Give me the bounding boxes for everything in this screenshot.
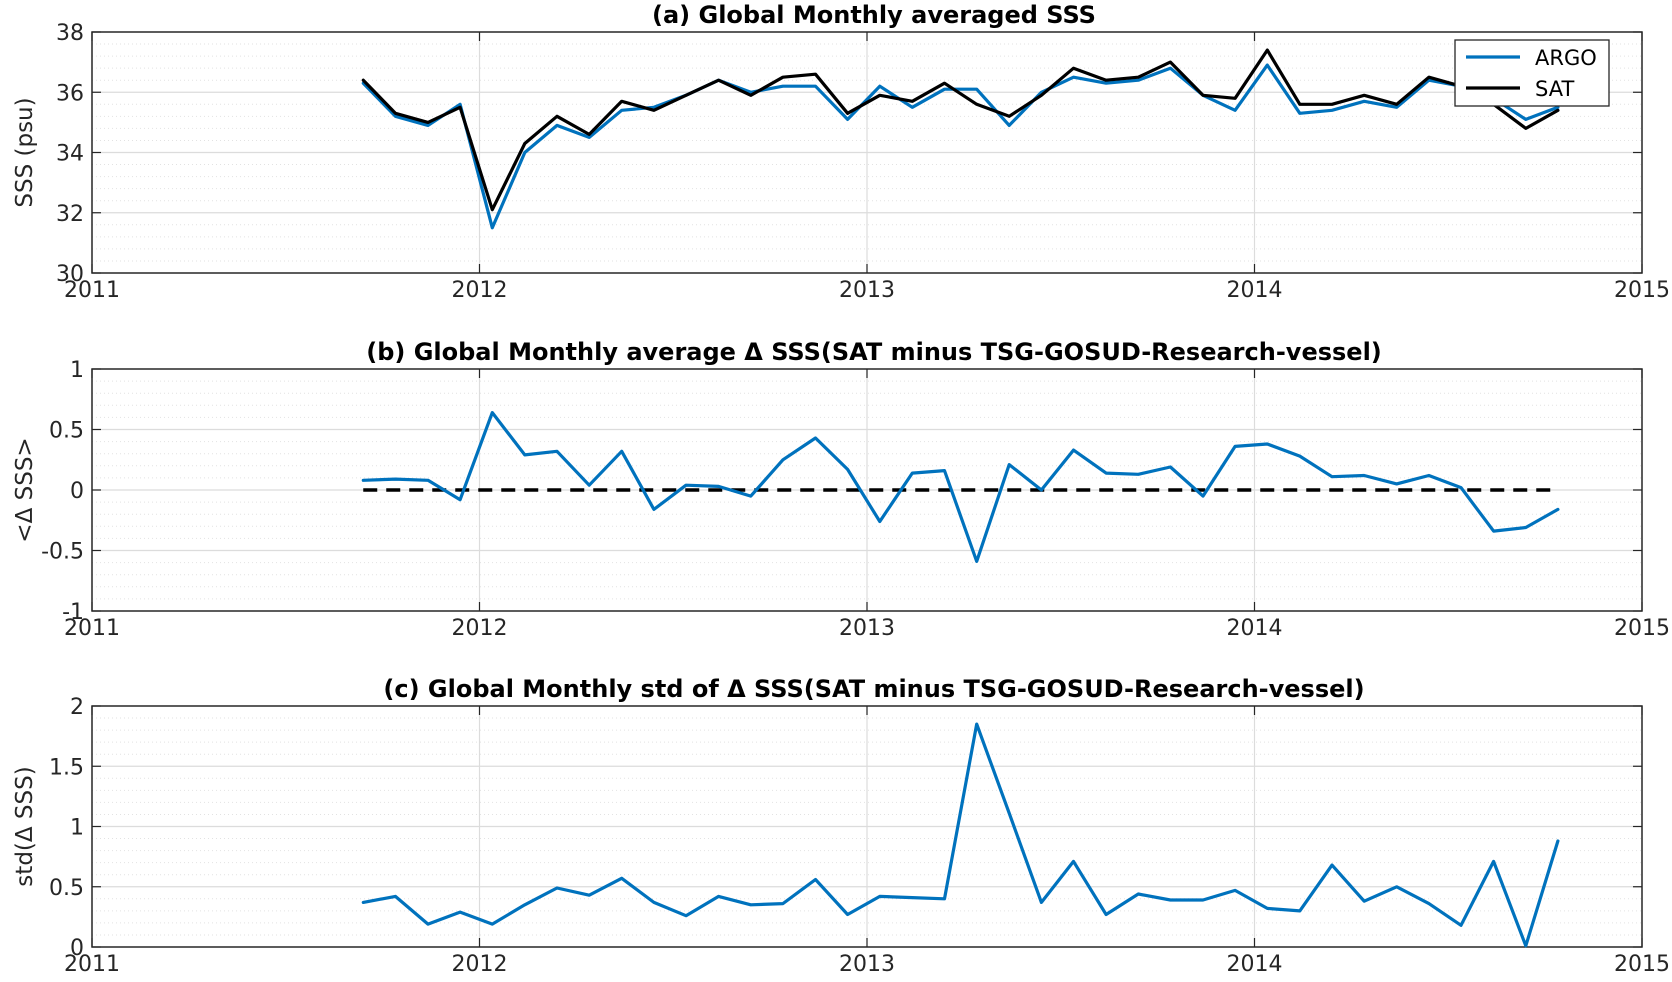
legend-label-argo: ARGO: [1535, 46, 1597, 70]
x-tick-label: 2011: [64, 278, 120, 303]
y-axis-label: <Δ SSS>: [12, 437, 38, 542]
chart-title: (a) Global Monthly averaged SSS: [652, 1, 1096, 29]
x-tick-label: 2012: [452, 952, 508, 977]
series-line-sat: [361, 48, 1560, 212]
panel-a: 2011 2012 2013 2014 2015 30 32 34 36 38 (a) Global…: [12, 1, 1670, 303]
y-tick-label: 0.5: [49, 419, 84, 444]
y-tick-label: 0.5: [49, 876, 84, 901]
panel-b: 2011 2012 2013 2014 2015 -1 -0.5 0 0.5 1 (b) Globa…: [12, 338, 1670, 641]
y-tick-label: -0.5: [41, 540, 84, 565]
y-tick-label: 30: [56, 262, 84, 287]
y-tick-label: 32: [56, 202, 84, 227]
x-tick-label: 2014: [1227, 952, 1283, 977]
x-tick-label: 2012: [452, 616, 508, 641]
y-tick-label: 0: [70, 936, 84, 961]
y-tick-label: 36: [56, 81, 84, 106]
series-line: [361, 722, 1560, 948]
x-tick-label: 2015: [1614, 952, 1670, 977]
y-tick-label: 34: [56, 142, 84, 167]
y-tick-label: 1: [70, 816, 84, 841]
legend-label-sat: SAT: [1535, 77, 1574, 101]
series-line: [361, 411, 1560, 564]
chart-title: (c) Global Monthly std of Δ SSS(SAT minu…: [383, 675, 1364, 703]
legend-box: [1454, 39, 1610, 107]
y-tick-label: 2: [70, 695, 84, 720]
x-tick-label: 2014: [1227, 616, 1283, 641]
legend: ARGO SAT: [1454, 39, 1610, 107]
series-line-argo: [361, 63, 1560, 230]
x-tick-label: 2015: [1614, 616, 1670, 641]
x-tick-label: 2013: [839, 278, 895, 303]
x-tick-label: 2014: [1227, 278, 1283, 303]
chart-title: (b) Global Monthly average Δ SSS(SAT min…: [366, 338, 1382, 366]
x-tick-label: 2013: [839, 616, 895, 641]
y-tick-label: 1.5: [49, 755, 84, 780]
x-tick-label: 2012: [452, 278, 508, 303]
y-tick-label: 1: [70, 358, 84, 383]
x-tick-label: 2011: [64, 616, 120, 641]
y-tick-label: 0: [70, 479, 84, 504]
x-tick-label: 2011: [64, 952, 120, 977]
y-tick-label: -1: [62, 600, 84, 625]
panel-c: 2011 2012 2013 2014 2015 0 0.5 1 1.5 2 (c) Global …: [12, 675, 1670, 977]
x-tick-label: 2015: [1614, 278, 1670, 303]
y-axis-label: SSS (psu): [12, 97, 38, 207]
y-tick-label: 38: [56, 21, 84, 46]
x-tick-label: 2013: [839, 952, 895, 977]
y-axis-label: std(Δ SSS): [12, 766, 38, 886]
